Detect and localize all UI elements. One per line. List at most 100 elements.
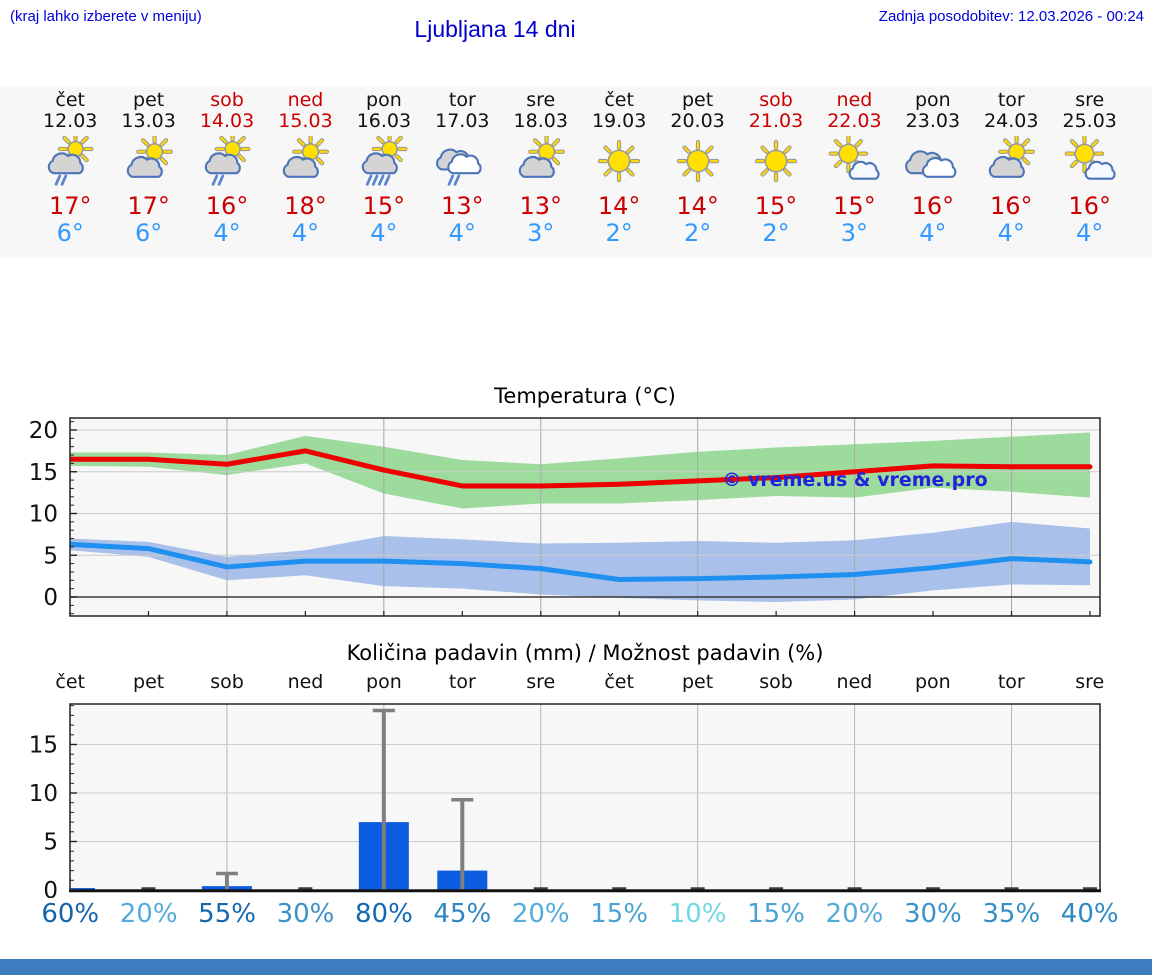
day-high-temp: 17° bbox=[48, 192, 92, 220]
day-high-temp: 13° bbox=[519, 192, 563, 220]
precipitation-day-labels: čet pet sob ned pon tor sre čet pet sob ned pon tor s… bbox=[31, 671, 1129, 693]
day-low-temp: 4° bbox=[291, 219, 320, 247]
forecast-strip-background bbox=[0, 86, 1152, 258]
day-name: sob bbox=[759, 89, 793, 111]
day-low-temp: 2° bbox=[683, 219, 712, 247]
footer-band bbox=[0, 959, 1152, 975]
day-high-temp: 15° bbox=[754, 192, 798, 220]
temperature-ytick-label: 10 bbox=[29, 502, 58, 528]
forecast-day-column: ned 22.03 15° 3° bbox=[815, 90, 893, 258]
day-low-temp: 4° bbox=[919, 219, 947, 247]
sun-cloud-icon bbox=[989, 136, 1036, 178]
day-date: 23.03 bbox=[905, 110, 961, 132]
precipitation-probability: 20% bbox=[119, 899, 178, 929]
sun-cloud-rain-icon bbox=[47, 136, 94, 186]
day-low-temp: 4° bbox=[997, 219, 1025, 247]
forecast-day-column: ned 15.03 18° 4° bbox=[266, 90, 344, 258]
day-date: 24.03 bbox=[984, 110, 1039, 132]
forecast-day-column: pet 20.03 14° 2° bbox=[658, 90, 736, 258]
clouds-icon bbox=[904, 150, 957, 178]
forecast-day-column: sob 14.03 16° 4° bbox=[188, 90, 266, 258]
watermark-link[interactable]: © vreme.us & vreme.pro bbox=[722, 469, 987, 491]
day-date: 21.03 bbox=[748, 110, 804, 132]
day-name: tor bbox=[448, 89, 476, 111]
forecast-day-column: pon 23.03 16° 4° bbox=[894, 90, 972, 258]
precip-day-label: pet bbox=[681, 671, 714, 693]
temperature-ytick-label: 20 bbox=[29, 418, 58, 444]
precipitation-probability: 15% bbox=[747, 899, 805, 929]
forecast-day-column: tor 24.03 16° 4° bbox=[972, 90, 1050, 258]
temperature-ytick-label: 15 bbox=[29, 460, 58, 486]
forecast-day-column: sre 25.03 16° 4° bbox=[1050, 90, 1128, 258]
precip-day-label: sob bbox=[759, 671, 793, 693]
precipitation-probability: 55% bbox=[198, 899, 256, 929]
day-date: 18.03 bbox=[513, 110, 568, 132]
precip-day-label: pet bbox=[133, 671, 165, 693]
forecast-day-column: pon 16.03 15° 4° bbox=[345, 90, 423, 258]
sun-cloud-icon bbox=[283, 136, 330, 178]
forecast-day-column: tor 17.03 13° 4° bbox=[423, 90, 501, 258]
precipitation-chart-title: Količina padavin (mm) / Možnost padavin … bbox=[346, 641, 824, 665]
day-name: čet bbox=[604, 89, 634, 111]
precipitation-probability: 20% bbox=[825, 899, 884, 929]
forecast-day-column: sob 21.03 15° 2° bbox=[737, 90, 815, 258]
day-low-temp: 3° bbox=[840, 219, 869, 247]
precipitation-probability: 10% bbox=[668, 899, 727, 929]
day-high-temp: 18° bbox=[284, 192, 327, 220]
temperature-ytick-label: 5 bbox=[43, 543, 58, 569]
precipitation-probability: 60% bbox=[41, 899, 100, 929]
day-name: čet bbox=[55, 89, 85, 111]
day-name: ned bbox=[287, 89, 324, 111]
precipitation-bar bbox=[70, 888, 95, 890]
sun-cloud-heavy-rain-icon bbox=[361, 136, 408, 186]
day-name: pet bbox=[133, 89, 165, 111]
day-low-temp: 4° bbox=[1076, 219, 1104, 247]
forecast-day-column: čet 19.03 14° 2° bbox=[580, 90, 658, 258]
day-low-temp: 6° bbox=[56, 219, 84, 247]
day-name: ned bbox=[836, 89, 873, 111]
precip-day-label: čet bbox=[604, 671, 634, 693]
precipitation-chart: 0 5 10 15 bbox=[29, 703, 1101, 898]
day-high-temp: 14° bbox=[597, 192, 641, 220]
menu-hint[interactable]: (kraj lahko izberete v meniju) bbox=[10, 8, 202, 25]
last-update: Zadnja posodobitev: 12.03.2026 - 00:24 bbox=[878, 8, 1144, 25]
precipitation-probability: 15% bbox=[590, 899, 649, 929]
day-high-temp: 13° bbox=[441, 192, 484, 220]
precip-day-label: ned bbox=[287, 671, 324, 693]
precipitation-ytick-label: 15 bbox=[29, 733, 58, 759]
day-date: 12.03 bbox=[43, 110, 98, 132]
precipitation-probability: 30% bbox=[903, 899, 962, 929]
sun-icon bbox=[597, 139, 641, 183]
precipitation-probability: 40% bbox=[1060, 899, 1119, 929]
day-high-temp: 17° bbox=[127, 192, 170, 220]
day-date: 15.03 bbox=[278, 110, 333, 132]
day-name: pet bbox=[681, 89, 714, 111]
day-date: 17.03 bbox=[435, 110, 490, 132]
precipitation-probability: 45% bbox=[433, 899, 492, 929]
forecast-day-column: sre 18.03 13° 3° bbox=[502, 90, 580, 258]
day-high-temp: 16° bbox=[911, 192, 955, 220]
precipitation-ytick-label: 0 bbox=[43, 878, 58, 898]
page-title: Ljubljana 14 dni bbox=[414, 16, 576, 42]
day-name: sob bbox=[210, 89, 244, 111]
day-date: 20.03 bbox=[670, 110, 725, 132]
day-date: 16.03 bbox=[356, 110, 412, 132]
precip-day-label: sre bbox=[526, 671, 556, 693]
precipitation-probability: 30% bbox=[276, 899, 335, 929]
sun-cloud-small-icon bbox=[1064, 136, 1116, 180]
precip-day-label: čet bbox=[55, 671, 85, 693]
forecast-strip: čet 12.03 17° 6° pet 13.03 17° 6° sob 14.03 16° 4° n… bbox=[31, 90, 1129, 258]
day-date: 14.03 bbox=[199, 110, 255, 132]
day-name: pon bbox=[914, 89, 951, 111]
day-date: 13.03 bbox=[121, 110, 176, 132]
day-name: sre bbox=[526, 89, 556, 111]
forecast-day-column: pet 13.03 17° 6° bbox=[109, 90, 187, 258]
day-name: pon bbox=[366, 89, 402, 111]
precip-day-label: sob bbox=[210, 671, 244, 693]
day-low-temp: 2° bbox=[762, 219, 790, 247]
precip-day-label: tor bbox=[448, 671, 476, 693]
day-low-temp: 4° bbox=[213, 219, 241, 247]
day-high-temp: 14° bbox=[676, 192, 719, 220]
day-date: 25.03 bbox=[1062, 110, 1117, 132]
day-low-temp: 4° bbox=[448, 219, 476, 247]
